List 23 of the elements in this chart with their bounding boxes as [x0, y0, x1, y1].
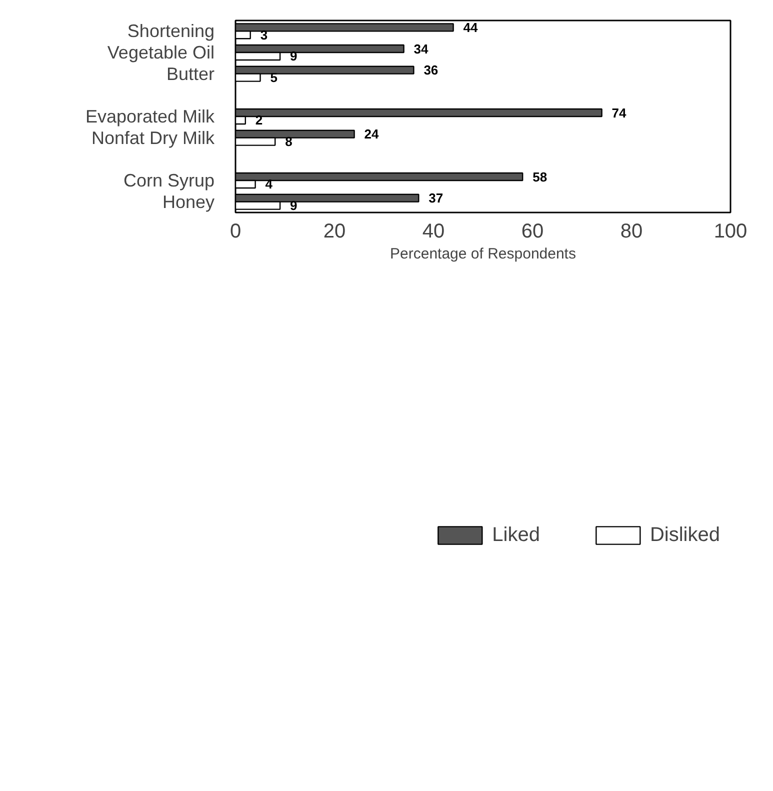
x-tick-label: 40	[422, 220, 445, 242]
y-tick-label: Vegetable Oil	[107, 42, 214, 62]
data-label: 37	[428, 190, 444, 206]
y-tick-label: Butter	[166, 64, 215, 84]
data-label: 44	[463, 20, 479, 35]
x-axis-title: Percentage of Respondents	[390, 246, 576, 262]
x-tick-label: 100	[714, 220, 748, 242]
legend-label: Disliked	[650, 524, 720, 546]
y-tick-label: Honey	[162, 192, 214, 212]
data-label: 24	[364, 126, 380, 142]
x-tick-label: 60	[521, 220, 544, 242]
y-tick-label: Shortening	[127, 21, 215, 42]
data-label: 36	[424, 62, 438, 78]
data-label: 74	[612, 105, 628, 120]
x-tick-label: 20	[323, 220, 346, 242]
legend-label: Liked	[492, 524, 540, 546]
x-tick-label: 0	[230, 220, 242, 242]
y-tick-label: Nonfat Dry Milk	[91, 128, 216, 148]
data-label: 58	[532, 169, 548, 184]
data-label: 34	[414, 41, 430, 56]
y-tick-label: Corn Syrup	[123, 170, 215, 190]
x-tick-label: 80	[620, 220, 643, 242]
y-tick-label: Evaporated Milk	[85, 106, 216, 126]
